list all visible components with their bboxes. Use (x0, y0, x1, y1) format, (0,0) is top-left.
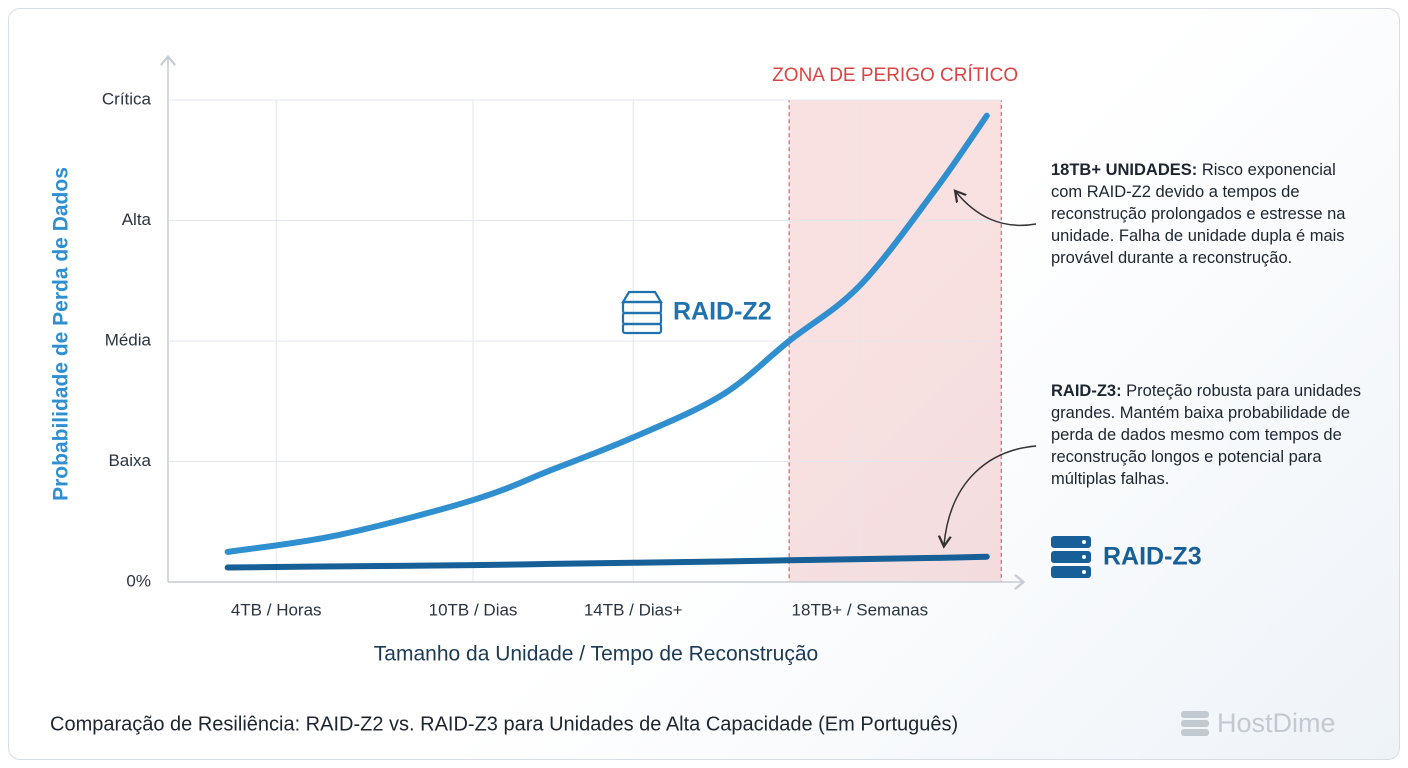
y-tick-label: Baixa (108, 451, 151, 470)
y-tick-label: Alta (122, 210, 152, 229)
x-axis-title: Tamanho da Unidade / Tempo de Reconstruç… (374, 643, 818, 666)
x-tick-label: 4TB / Horas (231, 600, 322, 619)
series-label: RAID-Z3 (1103, 543, 1202, 571)
y-tick-label: Média (105, 330, 152, 349)
x-tick-label: 14TB / Dias+ (584, 600, 683, 619)
chart-title: Comparação de Resiliência: RAID-Z2 vs. R… (50, 713, 958, 735)
y-tick-label: Crítica (102, 89, 152, 108)
annotation-heading: 18TB+ UNIDADES: (1051, 161, 1198, 179)
danger-zone-label: ZONA DE PERIGO CRÍTICO (772, 65, 1018, 86)
annotation-text: Risco exponencial com RAID-Z2 devido a t… (1051, 161, 1346, 267)
plot: ZONA DE PERIGO CRÍTICO 0% Baixa Média Alta Cr… (102, 65, 1018, 619)
server-icon (1051, 536, 1091, 578)
annotation-text: Proteção robusta para unidades grandes. … (1051, 382, 1361, 488)
annotation-heading: RAID-Z3: (1051, 382, 1122, 400)
server-icon (621, 290, 663, 335)
brand-logo (1181, 711, 1209, 736)
line (224, 553, 990, 571)
annotation-arrow (956, 192, 1037, 226)
series-label: RAID-Z2 (673, 298, 772, 326)
card (8, 8, 1400, 760)
annotation: 18TB+ UNIDADES: Risco exponencial com RA… (1051, 159, 1371, 269)
brand: HostDime (1217, 708, 1336, 738)
annotation-arrow (944, 445, 1037, 545)
y-axis-title: Probabilidade de Perda de Dados (50, 167, 73, 501)
x-tick-label: 10TB / Dias (429, 600, 518, 619)
y-tick-label: 0% (126, 571, 151, 590)
line (224, 112, 990, 555)
annotation: RAID-Z3: Proteção robusta para unidades … (1051, 380, 1371, 490)
x-tick-label: 18TB+ / Semanas (792, 600, 929, 619)
